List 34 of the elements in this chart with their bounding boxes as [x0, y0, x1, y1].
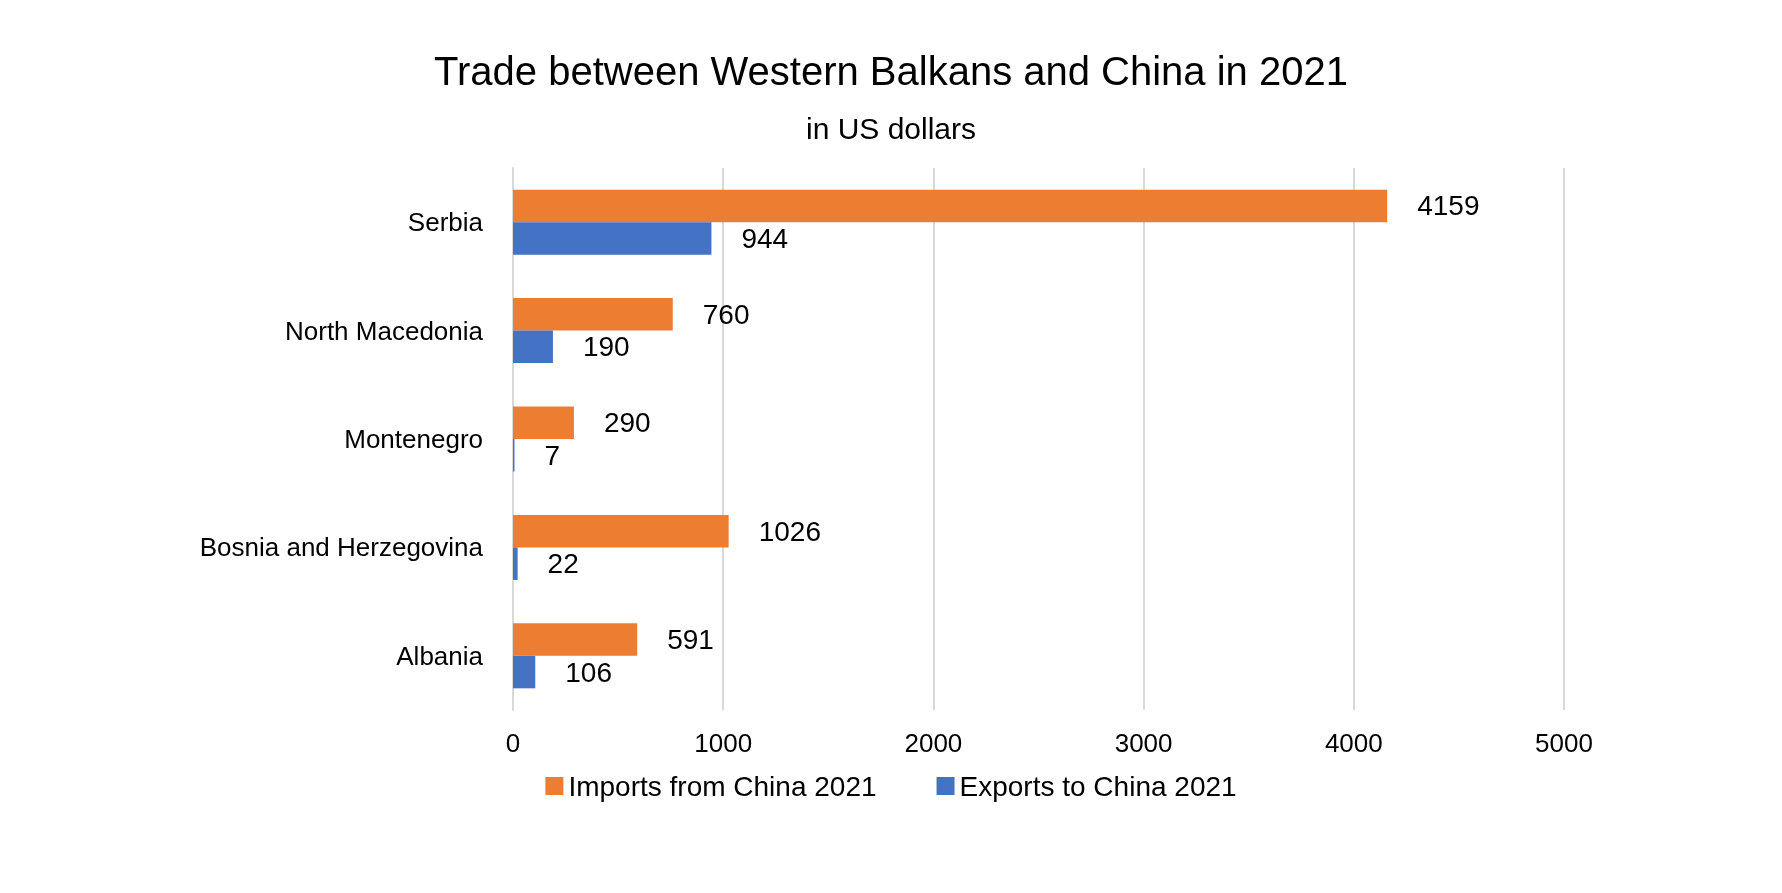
x-tick-label: 4000: [1324, 728, 1383, 758]
data-label: 760: [702, 298, 750, 330]
legend-label: Exports to China 2021: [959, 770, 1237, 802]
data-label: 22: [547, 548, 579, 580]
x-tick-label: 3000: [1114, 728, 1173, 758]
bar: [513, 655, 536, 689]
data-label: 4159: [1417, 190, 1480, 222]
x-tick-label: 1000: [694, 728, 753, 758]
data-label: 7: [544, 439, 561, 471]
chart-subtitle: in US dollars: [805, 111, 977, 145]
bar: [513, 330, 553, 364]
bar: [513, 298, 673, 331]
data-label: 106: [565, 656, 612, 688]
chart-title: Trade between Western Balkans and China in 2021: [434, 49, 1348, 93]
bar: [513, 222, 712, 255]
data-label: 190: [582, 331, 630, 363]
y-tick-label: North Macedonia: [285, 315, 484, 346]
data-label: 290: [603, 407, 651, 439]
y-tick-label: Montenegro: [344, 424, 483, 454]
bar: [513, 623, 638, 656]
data-label: 591: [667, 624, 714, 656]
bar: [513, 514, 729, 548]
y-tick-label: Bosnia and Herzegovina: [199, 532, 484, 563]
data-label: 1026: [758, 515, 821, 547]
bar: [513, 406, 574, 439]
legend-label: Imports from China 2021: [568, 770, 877, 802]
bar: [513, 547, 518, 580]
data-label: 944: [741, 222, 789, 254]
y-tick-label: Serbia: [407, 207, 484, 238]
x-tick-label: 5000: [1535, 728, 1593, 758]
x-tick-label: 0: [505, 728, 521, 758]
bar: [513, 189, 1388, 223]
y-tick-label: Albania: [396, 640, 484, 671]
x-tick-label: 2000: [904, 728, 963, 758]
